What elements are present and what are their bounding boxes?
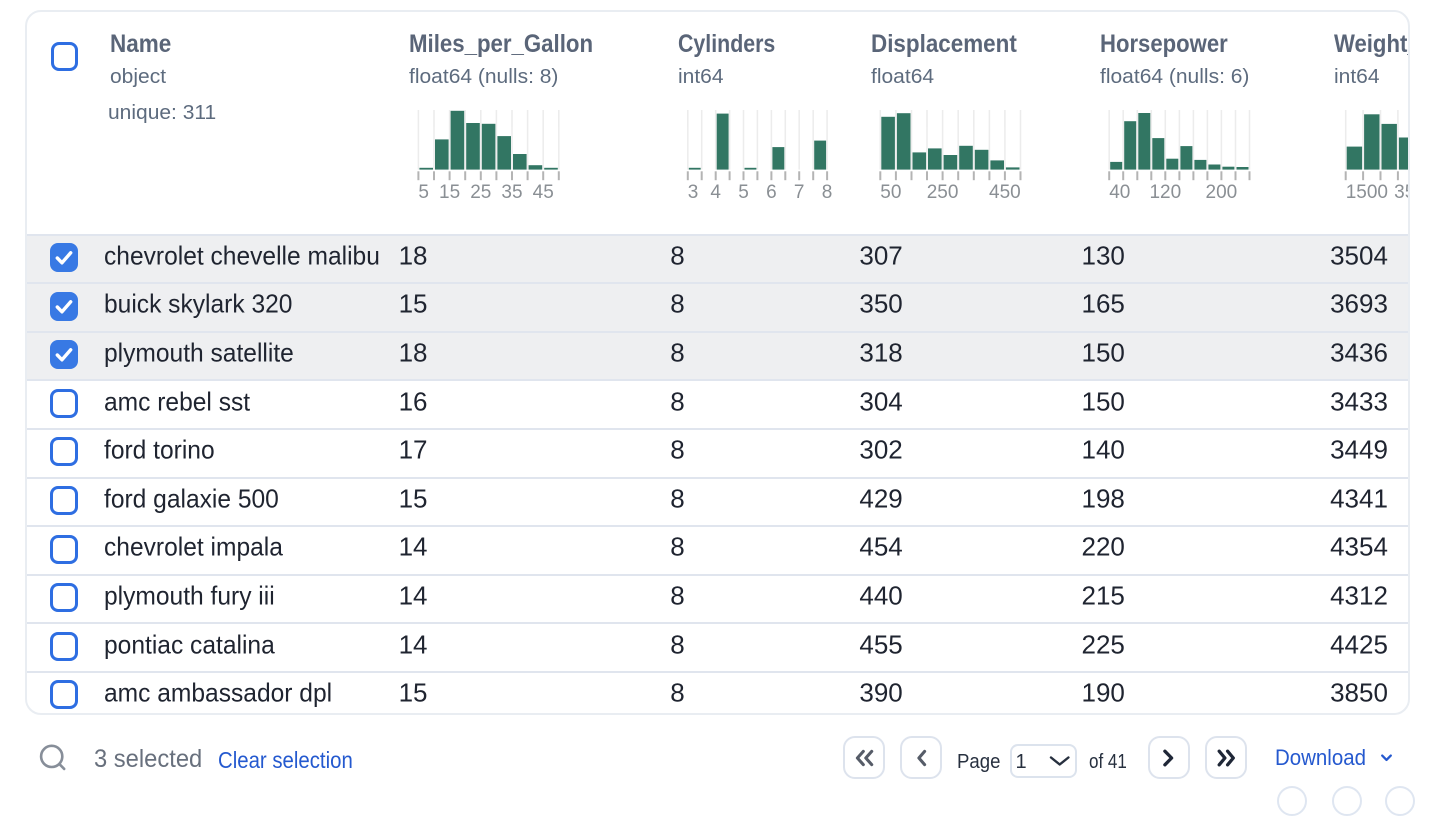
svg-text:50: 50 [880, 182, 901, 203]
svg-text:200: 200 [1206, 182, 1238, 203]
svg-text:250: 250 [927, 182, 959, 203]
svg-text:3: 3 [688, 182, 699, 203]
svg-text:120: 120 [1149, 182, 1181, 203]
svg-text:8: 8 [822, 182, 833, 203]
svg-text:4: 4 [710, 182, 721, 203]
svg-text:450: 450 [989, 182, 1021, 203]
svg-text:35: 35 [501, 182, 522, 203]
svg-text:25: 25 [470, 182, 491, 203]
svg-text:15: 15 [439, 182, 460, 203]
svg-text:5: 5 [418, 182, 429, 203]
svg-text:40: 40 [1109, 182, 1130, 203]
svg-text:7: 7 [794, 182, 805, 203]
svg-text:3500: 3500 [1394, 182, 1410, 203]
svg-text:45: 45 [533, 182, 554, 203]
svg-text:5: 5 [738, 182, 749, 203]
svg-text:1500: 1500 [1346, 182, 1388, 203]
svg-text:6: 6 [766, 182, 777, 203]
